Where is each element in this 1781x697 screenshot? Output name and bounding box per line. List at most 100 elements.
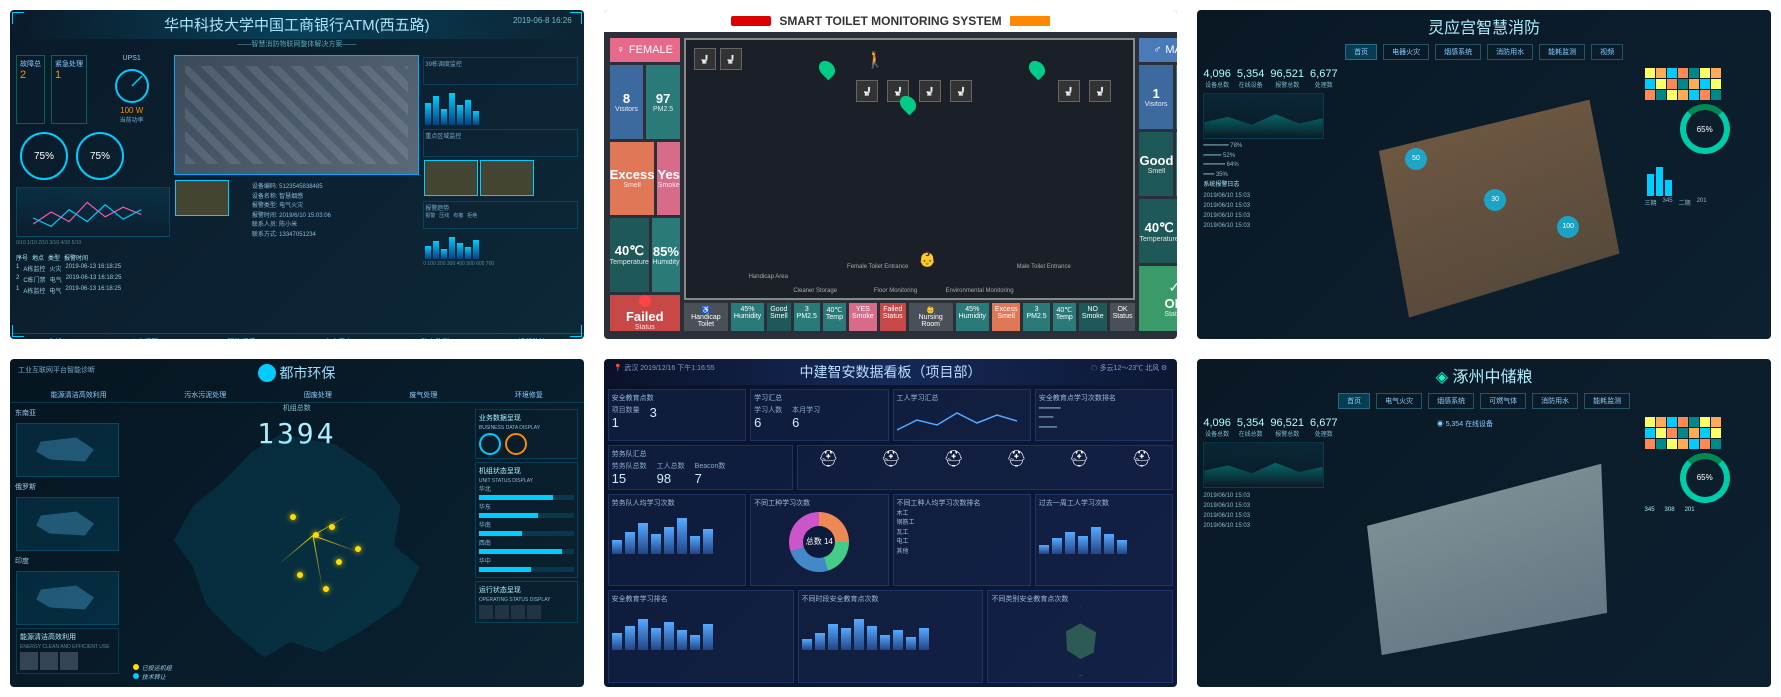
heatmap bbox=[1645, 417, 1725, 449]
camera-icon[interactable] bbox=[424, 160, 478, 196]
nursing-icon: 👶 bbox=[919, 251, 936, 268]
trend-bars bbox=[423, 231, 577, 261]
minimap-india[interactable] bbox=[16, 571, 119, 625]
female-icon: ♀ bbox=[617, 44, 625, 56]
bar-chart bbox=[612, 510, 742, 554]
handicap-label: ♿Handicap Toilet bbox=[684, 303, 728, 331]
tab[interactable]: 烟感系统 bbox=[1435, 44, 1481, 60]
table-row: 1A栋监控电气2019-06-13 16:18:25 bbox=[16, 285, 170, 296]
alarm-log: 系统报警日志 2019/06/10 15:032019/06/10 15:032… bbox=[1203, 180, 1323, 231]
china-map[interactable] bbox=[135, 413, 459, 680]
person-icon: 🚶 bbox=[865, 50, 885, 70]
tab[interactable]: 防水监测 bbox=[421, 337, 449, 339]
icon: ◉ bbox=[1437, 421, 1444, 428]
helmet-icon: ⛑ bbox=[881, 449, 901, 469]
location-marker-icon[interactable] bbox=[816, 58, 839, 81]
helmet-icon: ⛑ bbox=[1006, 449, 1026, 469]
d3-tabs: 首页 电器火灾 烟感系统 消防用水 能耗监测 视频 bbox=[1197, 42, 1771, 62]
tab[interactable]: 首页 bbox=[1345, 44, 1377, 60]
sensor-bubble[interactable]: 50 bbox=[1405, 148, 1427, 170]
tab[interactable]: 废气处理 bbox=[409, 390, 437, 400]
room-3d-view[interactable] bbox=[174, 55, 419, 175]
table-header: 序号地点类型报警时间 bbox=[16, 252, 170, 263]
certis-logo-icon bbox=[1010, 16, 1050, 26]
weather-icon: ☁ bbox=[1091, 365, 1098, 372]
nursing-icon: 👶 bbox=[912, 306, 950, 314]
dashboard-fire-temple: 灵应宫智慧消防 首页 电器火灾 烟感系统 消防用水 能耗监测 视频 4,096设… bbox=[1197, 10, 1771, 339]
pending-stat: 紧急处理1 bbox=[51, 55, 87, 124]
right-panel-1: 39栋调度监控 bbox=[423, 57, 577, 85]
donut-chart: 总数 14 bbox=[789, 512, 849, 572]
tab[interactable]: 视频 bbox=[1591, 44, 1623, 60]
stat-card: 安全教育点数项目数量13 bbox=[608, 389, 746, 441]
cube-icon: ◈ bbox=[1436, 369, 1448, 386]
helmet-icon: ⛑ bbox=[818, 449, 838, 469]
location-marker-icon[interactable] bbox=[1026, 58, 1049, 81]
sensor-bubble[interactable]: 30 bbox=[1484, 189, 1506, 211]
tab[interactable]: 固废处理 bbox=[304, 390, 332, 400]
gauge-1: 75% bbox=[20, 132, 68, 180]
tab[interactable]: 火灾报警 bbox=[130, 337, 158, 339]
right-panel-3: 报警趋势 报警压线布撤拒绝 bbox=[423, 201, 577, 229]
alarm-stat: 故障总2 bbox=[16, 55, 45, 124]
stall-icon[interactable]: 🚽 bbox=[694, 48, 716, 70]
tab[interactable]: 烟感系统 bbox=[1428, 393, 1474, 409]
tab[interactable]: 安全用电 bbox=[324, 337, 352, 339]
helmet-icon: ⛑ bbox=[1132, 449, 1152, 469]
tab[interactable]: 可燃气体 bbox=[1480, 393, 1526, 409]
stall-icon[interactable]: 🚽 bbox=[950, 80, 972, 102]
tab[interactable]: 能耗监测 bbox=[1584, 393, 1630, 409]
tab[interactable]: 首页 bbox=[1338, 393, 1370, 409]
right-panel-2: 重点区域监控 bbox=[423, 129, 577, 157]
jewel-logo-icon bbox=[731, 16, 771, 26]
sensor-bubble[interactable]: 100 bbox=[1557, 216, 1579, 238]
minimap-russia[interactable] bbox=[16, 497, 119, 551]
line-chart bbox=[16, 187, 170, 237]
donut-chart: 65% bbox=[1680, 104, 1730, 154]
camera-icon[interactable] bbox=[480, 160, 534, 196]
tab[interactable]: 电气火灾 bbox=[1376, 393, 1422, 409]
d3-title: 灵应宫智慧消防 bbox=[1197, 10, 1771, 42]
stall-icon[interactable]: 🚽 bbox=[1058, 80, 1080, 102]
minimap-sea[interactable] bbox=[16, 423, 119, 477]
gauge-icon bbox=[104, 62, 160, 104]
helmet-icon: ⛑ bbox=[1069, 449, 1089, 469]
tab[interactable]: 电器火灾 bbox=[1383, 44, 1429, 60]
status-ok-icon: ✓ bbox=[1168, 279, 1177, 296]
stall-icon[interactable]: 🚽 bbox=[720, 48, 742, 70]
tab[interactable]: 污水污泥处理 bbox=[184, 390, 226, 400]
tab[interactable]: 智能烟感 bbox=[227, 337, 255, 339]
dashboard-env: 工业互联网平台智能诊断 都市环保 能源清洁高效利用 污水污泥处理 固废处理 废气… bbox=[10, 359, 584, 688]
settings-icon[interactable]: ⚙ bbox=[1161, 365, 1167, 372]
stall-icon[interactable]: 🚽 bbox=[1089, 80, 1111, 102]
alarm-log: 2019/06/10 15:032019/06/10 15:032019/06/… bbox=[1203, 491, 1323, 532]
tab[interactable]: 环境修复 bbox=[515, 390, 543, 400]
mid-stat: ◉ 5,354 在线设备 bbox=[1437, 419, 1493, 429]
dashboard-atm: 华中科技大学中国工商银行ATM(西五路) ——智慧消防物联网整体解决方案—— 2… bbox=[10, 10, 584, 339]
tab[interactable]: 能源清洁高效利用 bbox=[51, 390, 107, 400]
fire-bars bbox=[1645, 158, 1765, 198]
tab[interactable]: 视频监控 bbox=[518, 337, 546, 339]
stall-icon[interactable]: 🚽 bbox=[919, 80, 941, 102]
tab[interactable]: 消防用水 bbox=[1487, 44, 1533, 60]
heatmap bbox=[1645, 68, 1725, 100]
tab[interactable]: 全部 bbox=[47, 337, 61, 339]
tab[interactable]: 能耗监测 bbox=[1539, 44, 1585, 60]
dashboard-construction: 📍 武汉 2019/12/16 下午1:16:55 中建智安数据看板（项目部） … bbox=[604, 359, 1178, 688]
bottom-left-panel: 能源清洁高效利用 ENERGY CLEAN AND EFFICIENT USE bbox=[16, 628, 119, 674]
dashboard-toilet: SMART TOILET MONITORING SYSTEM ♀FEMALE 8… bbox=[604, 10, 1178, 339]
floorplan[interactable]: 🚽 🚽 🚶 🚽 🚽 🚽 🚽 🚽 🚽 Handicap Area Female T… bbox=[684, 38, 1136, 300]
camera-thumb[interactable] bbox=[175, 180, 229, 216]
location-icon: 📍 bbox=[614, 365, 623, 372]
d1-date: 2019-06-8 16:26 bbox=[513, 16, 572, 25]
stall-icon[interactable]: 🚽 bbox=[856, 80, 878, 102]
radar-chart bbox=[1045, 606, 1115, 676]
device-info: 设备编码: 5123545838485 设备名称: 智慧烟感 报警类型: 电气火… bbox=[248, 179, 419, 245]
d6-title: ◈ 涿州中储粮 bbox=[1197, 359, 1771, 391]
warehouse-3d-view[interactable]: ◉ 5,354 在线设备 bbox=[1326, 415, 1643, 688]
d1-title: 华中科技大学中国工商银行ATM(西五路) bbox=[10, 10, 584, 39]
temple-3d-view[interactable]: 50 30 100 bbox=[1326, 66, 1643, 339]
hbar-list: ━━━━━━━ 78%━━━━━ 52%━━━━━━ 64%━━━ 35% bbox=[1203, 142, 1323, 180]
male-header: ♂MALE bbox=[1139, 38, 1177, 62]
tab[interactable]: 消防用水 bbox=[1532, 393, 1578, 409]
